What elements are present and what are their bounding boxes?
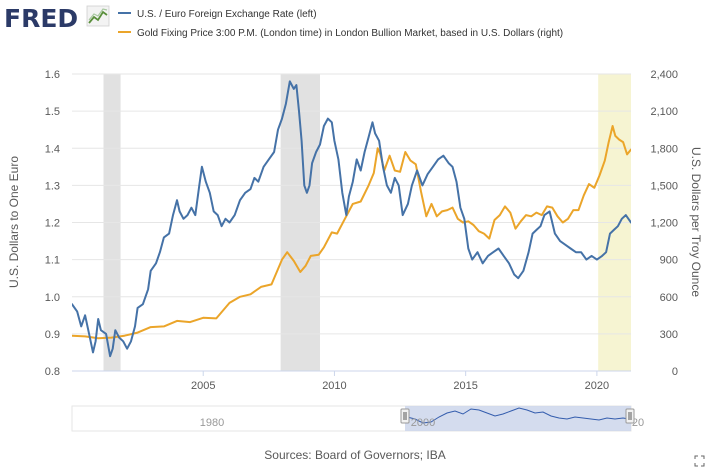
left-tick-label: 1.2 bbox=[45, 218, 60, 230]
navigator-right-handle[interactable] bbox=[625, 408, 635, 424]
left-tick-label: 1.0 bbox=[45, 292, 60, 304]
right-axis-ticks: 0 300 600 900 1,200 1,500 1,800 2,100 2,400 bbox=[650, 69, 678, 378]
left-tick-label: 1.6 bbox=[45, 69, 60, 81]
fred-logo-chart-icon bbox=[86, 5, 110, 27]
fullscreen-icon[interactable] bbox=[694, 455, 705, 467]
navigator-label-2020: 20 bbox=[632, 417, 644, 429]
left-tick-label: 0.9 bbox=[45, 329, 60, 341]
left-axis-label: U.S. Dollars to One Euro bbox=[7, 156, 21, 288]
series-line-exchange-rate bbox=[72, 80, 631, 358]
legend-label-gold-price: Gold Fixing Price 3:00 P.M. (London time… bbox=[137, 28, 563, 39]
fred-logo-text: FRED bbox=[4, 4, 78, 33]
legend: U.S. / Euro Foreign Exchange Rate (left)… bbox=[118, 9, 563, 39]
x-tick-label: 2015 bbox=[453, 380, 477, 392]
fred-logo[interactable]: FRED bbox=[4, 4, 110, 33]
left-tick-label: 1.3 bbox=[45, 180, 60, 192]
x-tick-label: 2020 bbox=[585, 380, 609, 392]
left-tick-label: 1.1 bbox=[45, 255, 60, 267]
series-layer bbox=[72, 80, 631, 358]
right-tick-label: 1,800 bbox=[650, 143, 678, 155]
navigator-selection[interactable] bbox=[405, 406, 631, 431]
right-tick-label: 1,200 bbox=[650, 218, 678, 230]
right-tick-label: 300 bbox=[660, 329, 678, 341]
navigator-left-handle[interactable] bbox=[400, 408, 410, 424]
left-tick-label: 0.8 bbox=[45, 366, 60, 378]
series-line-gold-price bbox=[72, 125, 631, 340]
navigator[interactable]: 1980 2000 20 bbox=[71, 405, 644, 432]
navigator-label-2000: 2000 bbox=[411, 417, 435, 429]
left-axis-ticks: 0.8 0.9 1.0 1.1 1.2 1.3 1.4 1.5 1.6 bbox=[45, 69, 60, 378]
left-tick-label: 1.4 bbox=[45, 143, 60, 155]
right-tick-label: 2,400 bbox=[650, 69, 678, 81]
right-tick-label: 0 bbox=[672, 366, 678, 378]
x-tick-label: 2005 bbox=[191, 380, 215, 392]
right-tick-label: 600 bbox=[660, 292, 678, 304]
navigator-label-1980: 1980 bbox=[200, 417, 224, 429]
x-tick-label: 2010 bbox=[322, 380, 346, 392]
right-tick-label: 1,500 bbox=[650, 180, 678, 192]
right-tick-label: 2,100 bbox=[650, 106, 678, 118]
legend-label-exchange-rate: U.S. / Euro Foreign Exchange Rate (left) bbox=[137, 9, 317, 20]
navigator-series-line bbox=[406, 407, 630, 424]
sources-footer: Sources: Board of Governors; IBA bbox=[264, 448, 445, 462]
right-axis-label: U.S. Dollars per Troy Ounce bbox=[689, 147, 703, 297]
left-tick-label: 1.5 bbox=[45, 106, 60, 118]
x-axis-ticks: 2005 2010 2015 2020 bbox=[191, 371, 609, 392]
right-tick-label: 900 bbox=[660, 255, 678, 267]
